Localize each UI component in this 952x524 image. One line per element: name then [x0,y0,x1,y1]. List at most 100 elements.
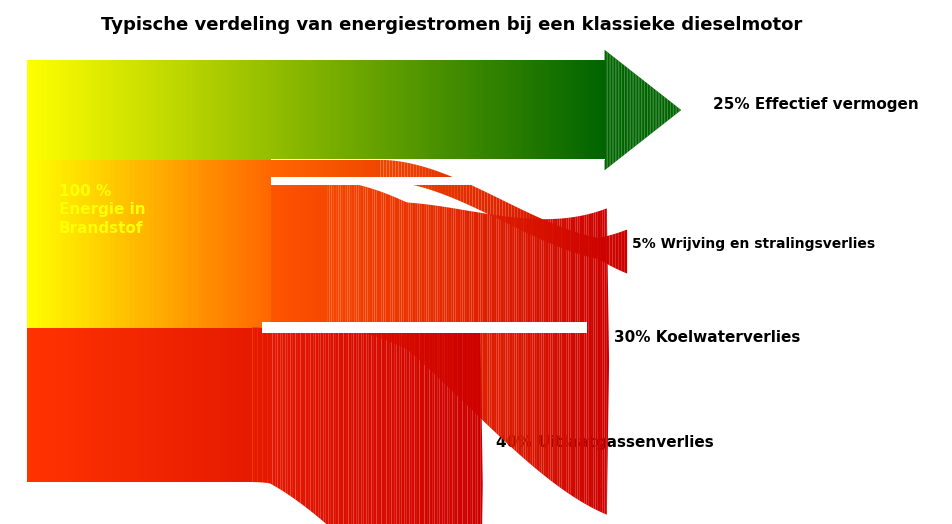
Polygon shape [399,199,401,347]
Bar [194,160,196,482]
Polygon shape [311,181,313,328]
Polygon shape [70,328,72,482]
Bar [446,60,448,160]
Bar [154,60,157,160]
Bar [454,60,457,160]
Polygon shape [552,224,555,246]
Polygon shape [338,325,341,524]
Bar [149,181,153,328]
Polygon shape [511,204,514,227]
Polygon shape [318,324,321,519]
Bar [191,160,192,482]
Bar [128,160,129,482]
Bar [150,160,152,482]
Bar [245,160,246,482]
Bar [215,160,217,482]
Bar [508,60,511,160]
Polygon shape [624,230,626,274]
Bar [42,160,43,482]
Bar [431,60,434,160]
Bar [324,60,327,160]
Bar [157,160,158,482]
Bar [155,160,157,482]
Polygon shape [146,328,149,482]
Polygon shape [268,329,269,484]
Polygon shape [644,81,645,139]
Polygon shape [434,332,437,524]
Bar [517,60,521,160]
Bar [153,181,158,328]
Polygon shape [294,160,297,181]
Polygon shape [490,194,493,217]
Bar [407,60,410,160]
Polygon shape [379,191,381,339]
Polygon shape [511,217,514,450]
Bar [74,160,76,482]
Polygon shape [133,328,136,482]
Polygon shape [453,208,455,394]
Polygon shape [275,327,277,488]
Polygon shape [424,204,426,367]
Polygon shape [600,237,603,262]
Polygon shape [671,103,673,117]
Polygon shape [343,325,346,524]
Polygon shape [674,105,676,115]
Polygon shape [269,328,272,485]
Polygon shape [430,169,433,191]
Polygon shape [448,208,450,390]
Bar [144,160,149,181]
Bar [97,160,98,482]
Polygon shape [576,232,579,254]
Polygon shape [505,216,507,444]
Polygon shape [292,324,295,499]
Polygon shape [618,61,619,159]
Bar [227,181,231,328]
Polygon shape [430,205,432,373]
Bar [410,60,413,160]
Bar [601,60,604,160]
Bar [63,160,65,482]
Bar [100,160,105,181]
Polygon shape [448,176,451,198]
Bar [236,181,241,328]
Polygon shape [457,329,460,524]
Bar [95,181,100,328]
Polygon shape [126,328,129,482]
Polygon shape [320,181,322,328]
Polygon shape [404,162,407,184]
Bar [304,60,307,160]
Bar [77,160,79,482]
Bar [58,160,59,482]
Bar [321,60,324,160]
Polygon shape [318,160,321,181]
Bar [81,181,86,328]
Bar [595,60,598,160]
Polygon shape [392,160,395,182]
Polygon shape [611,234,615,268]
Bar [173,160,178,181]
Polygon shape [295,324,298,501]
Polygon shape [673,104,674,116]
Polygon shape [75,328,78,482]
Polygon shape [549,222,552,245]
Bar [256,160,257,482]
Bar [194,60,197,160]
Polygon shape [523,210,526,233]
Bar [42,60,45,160]
Polygon shape [358,185,361,332]
Polygon shape [391,331,394,524]
Polygon shape [496,197,499,220]
Bar [541,60,544,160]
Polygon shape [254,328,257,482]
Polygon shape [130,328,133,482]
Polygon shape [659,93,661,127]
Polygon shape [619,62,621,158]
Bar [208,60,211,160]
Bar [102,60,105,160]
Bar [186,160,188,482]
Bar [222,181,227,328]
Polygon shape [635,74,636,146]
Bar [249,160,251,482]
Polygon shape [399,332,402,524]
Polygon shape [48,328,50,482]
